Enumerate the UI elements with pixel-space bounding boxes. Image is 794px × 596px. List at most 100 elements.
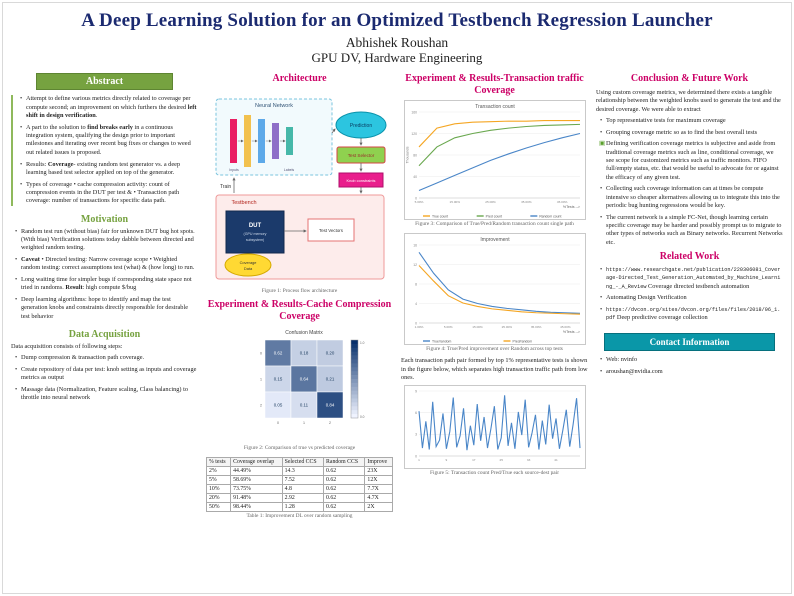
svg-text:160: 160	[411, 111, 417, 115]
figure3-caption: Figure 3: Comparison of True/Pred/Random…	[415, 221, 574, 228]
svg-text:1.0: 1.0	[360, 341, 365, 345]
coverage-data-label: Coverage	[239, 260, 256, 265]
table-cell: 0.62	[322, 501, 366, 512]
text: Attempt to define various metrics direct…	[26, 95, 191, 111]
table-header: % tests Coverage overlap Selected CCS Ra…	[205, 456, 393, 467]
nn-layer-bar	[243, 114, 251, 167]
cache-results-header: Experiment & Results-Cache Compression C…	[207, 299, 392, 322]
data-acquisition-header: Data Acquisition	[68, 328, 141, 340]
svg-text:Improvement: Improvement	[480, 237, 510, 243]
svg-text:120: 120	[411, 132, 417, 136]
list-item: https://dvcon.org/sites/dvcon.org/files/…	[600, 306, 783, 323]
related-link[interactable]: https://www.researchgate.net/publication…	[606, 267, 781, 290]
figure2-caption: Figure 2: Comparison of true vs predicte…	[243, 445, 356, 452]
list-item: Long waiting time for simpler bugs if co…	[15, 276, 198, 293]
svg-text:0.11: 0.11	[299, 403, 308, 408]
svg-text:16: 16	[413, 243, 417, 247]
svg-text:Thousands: Thousands	[405, 147, 409, 164]
svg-text:9: 9	[415, 390, 417, 394]
table-cell: 73.75%	[230, 483, 283, 494]
coverage-data-label: Data	[243, 266, 252, 271]
table-cell: 50%	[205, 501, 232, 512]
svg-text:3: 3	[415, 433, 417, 437]
abstract-header: Abstract	[36, 73, 173, 91]
svg-text:2: 2	[260, 404, 262, 408]
table-cell: 10%	[205, 483, 232, 494]
list-item: Automating Design Verification	[600, 294, 783, 303]
contact-list: Web: nvinfo aroushan@nvidia.com	[596, 356, 783, 376]
conclusion-intro: Using custom coverage metrics, we determ…	[596, 88, 781, 113]
labels-label: Labels	[283, 168, 294, 172]
figure3-chart: Transaction count 0 40 80 120 160 5.00% 15.00% 2…	[403, 100, 586, 221]
column-header: Coverage overlap	[230, 456, 283, 467]
table-cell: 91.48%	[230, 492, 283, 503]
svg-text:Pred/random: Pred/random	[512, 339, 532, 343]
svg-text:6: 6	[415, 411, 417, 415]
dut-sub-label: subsystem)	[245, 238, 263, 242]
list-item: Dump compression & transaction path cove…	[15, 354, 198, 363]
svg-text:40: 40	[413, 175, 417, 179]
svg-text:1: 1	[260, 378, 262, 382]
testbench-label: Testbench	[231, 200, 256, 206]
svg-text:5.00%: 5.00%	[414, 200, 423, 204]
list-item: Create repository of data per test: knob…	[15, 366, 198, 383]
svg-text:33: 33	[526, 458, 530, 462]
list-item: The current network is a simple FC-Net, …	[600, 214, 783, 247]
text: • Directed testing: Narrow coverage scop…	[21, 255, 195, 272]
table-cell: 58.69%	[230, 474, 283, 485]
svg-text:0.20: 0.20	[325, 351, 334, 356]
svg-text:Pred count: Pred count	[485, 215, 501, 219]
column-header: % tests	[205, 456, 232, 467]
conclusion-list: Top representative tests for maximum cov…	[596, 117, 783, 247]
dut-label: DUT	[248, 223, 261, 229]
svg-text:25.00%: 25.00%	[501, 325, 512, 329]
list-item: Massage data (Normalization, Feature sca…	[15, 386, 198, 403]
table-cell: 4.8	[281, 483, 325, 494]
related-link[interactable]: https://dvcon.org/sites/dvcon.org/files/…	[606, 307, 781, 322]
list-item: Random test run (without bias) fair for …	[15, 228, 198, 253]
svg-text:35.00%: 35.00%	[530, 325, 541, 329]
table-cell: 2%	[205, 465, 232, 476]
column-header: Improve	[364, 456, 393, 467]
text: Coverage	[47, 160, 74, 168]
list-item: Deep learning algorithms: hope to identi…	[15, 296, 198, 321]
text: Result	[65, 284, 83, 292]
svg-text:4: 4	[415, 302, 417, 306]
list-item: Grouping coverage metric so as to find t…	[600, 129, 783, 138]
test-selector-label: Test Selector	[347, 153, 374, 158]
text: : high compute $/bug	[82, 284, 137, 292]
neural-network-label: Neural Network	[255, 103, 293, 109]
svg-text:2: 2	[329, 421, 331, 425]
test-vectors-label: Test Vectors	[319, 228, 344, 233]
figure5-caption: Figure 5: Transaction count Pred/True ea…	[429, 470, 559, 477]
contact-email[interactable]: aroushan@nvidia.com	[600, 368, 783, 377]
text: Caveat	[21, 255, 40, 263]
motivation-list: Random test run (without bias) fair for …	[11, 228, 198, 321]
table-cell: 0.62	[322, 483, 366, 494]
table-cell: 2.92	[281, 492, 325, 503]
abstract-list: Attempt to define various metrics direct…	[11, 95, 198, 206]
related-work-header: Related Work	[659, 250, 720, 262]
table-cell: 20%	[205, 492, 232, 503]
svg-text:Transaction count: Transaction count	[475, 104, 515, 110]
dut-box	[225, 210, 284, 254]
contact-header: Contact Information	[604, 332, 775, 351]
column-architecture: Architecture Neural Network	[205, 73, 393, 524]
table-row: 20% 91.48% 2.92 0.62 4.7X	[205, 492, 393, 503]
improvement-table: % tests Coverage overlap Selected CCS Ra…	[205, 456, 393, 512]
poster-header: A Deep Learning Solution for an Optimize…	[3, 3, 791, 65]
svg-text:0: 0	[415, 455, 417, 459]
process-flow-diagram: Neural Network Inputs Labels Prediction	[215, 98, 386, 280]
svg-text:25: 25	[499, 458, 503, 462]
svg-text:15.00%: 15.00%	[472, 325, 483, 329]
text: - existing random test generator vs. a d…	[26, 160, 181, 176]
svg-text:5.00%: 5.00%	[443, 325, 452, 329]
column-conclusion: Conclusion & Future Work Using custom co…	[596, 73, 783, 379]
author-name: Abhishek Roushan	[345, 35, 449, 50]
table-cell: 1.28	[281, 501, 325, 512]
svg-text:15.00%: 15.00%	[449, 200, 460, 204]
list-item: Types of coverage • cache compression ac…	[20, 181, 198, 206]
svg-text:45.00%: 45.00%	[556, 200, 567, 204]
svg-text:45.00%: 45.00%	[560, 325, 571, 329]
svg-text:12: 12	[413, 263, 417, 267]
